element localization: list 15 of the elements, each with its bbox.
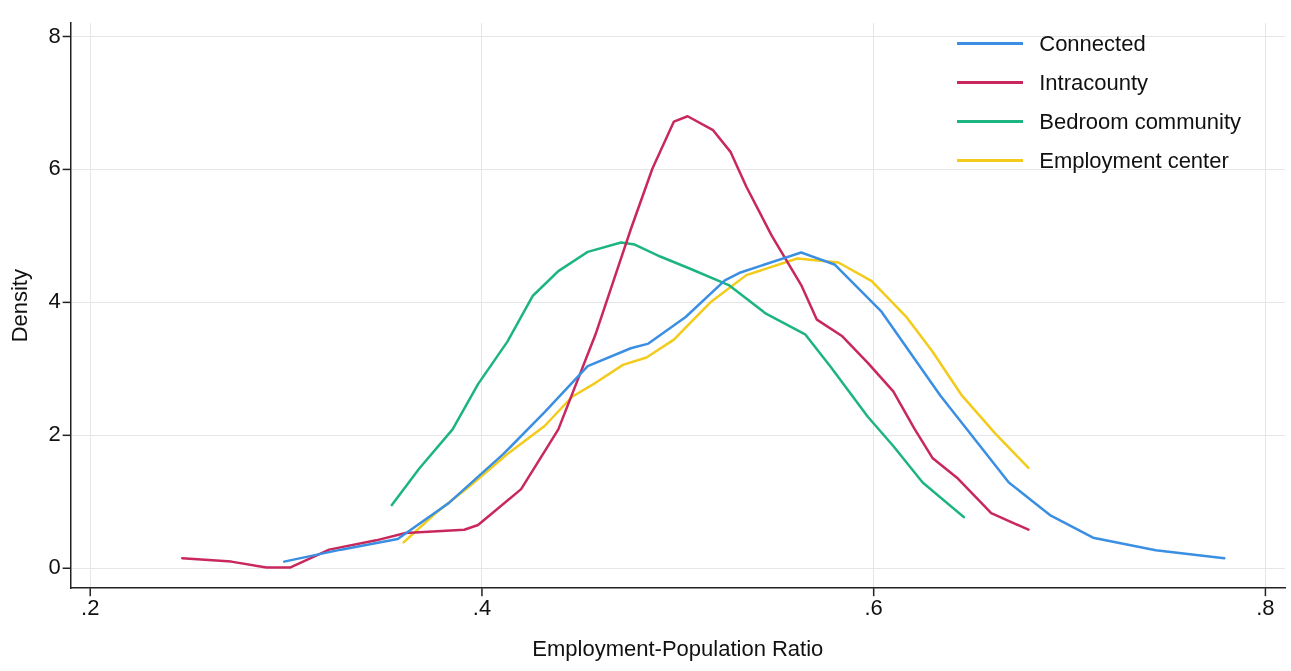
- x-tick-label: .8: [1256, 595, 1275, 621]
- x-tick-label: .6: [864, 595, 883, 621]
- legend-label: Employment center: [1039, 147, 1229, 175]
- y-axis-title: Density: [7, 269, 33, 343]
- y-tick-label: 8: [48, 22, 61, 48]
- legend-label: Connected: [1039, 30, 1146, 58]
- y-tick-label: 6: [48, 155, 61, 181]
- x-axis-title: Employment-Population Ratio: [532, 635, 824, 661]
- x-tick-label: .4: [472, 595, 492, 621]
- legend-label: Bedroom community: [1039, 108, 1241, 136]
- y-tick-label: 4: [48, 288, 61, 314]
- x-tick-label: .2: [81, 595, 100, 621]
- legend-label: Intracounty: [1039, 69, 1149, 97]
- y-tick-label: 2: [48, 421, 61, 447]
- y-tick-label: 0: [48, 554, 61, 580]
